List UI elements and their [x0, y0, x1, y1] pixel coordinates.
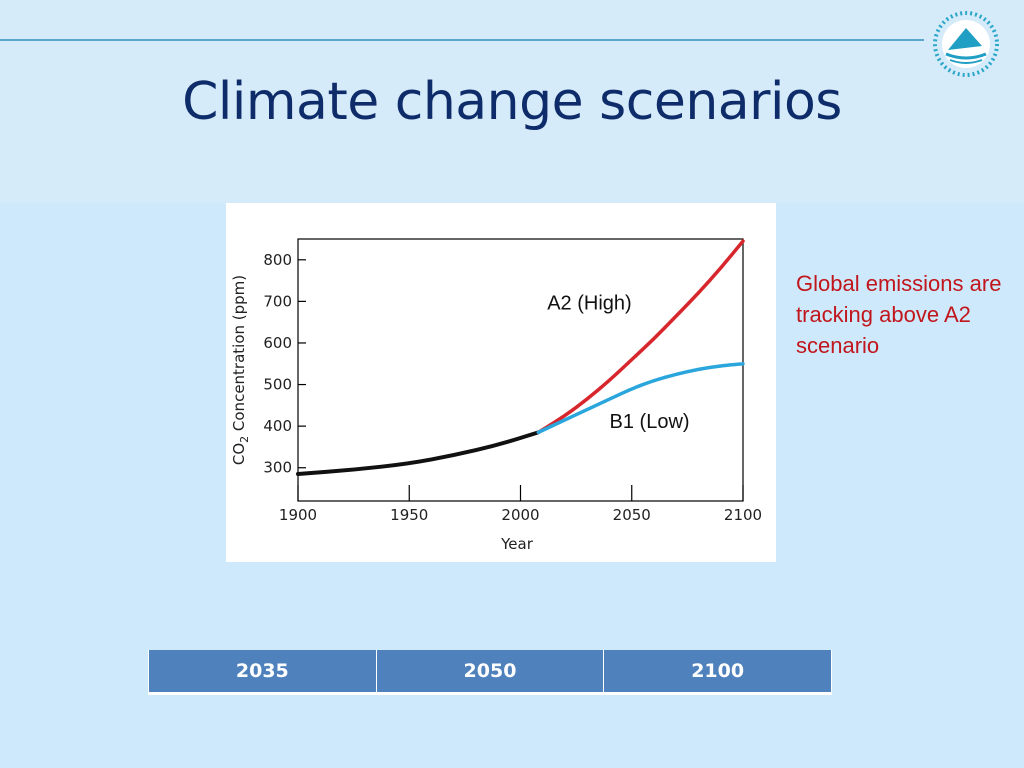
header-divider — [0, 39, 924, 41]
y-tick-label: 300 — [263, 459, 292, 477]
y-tick-label: 700 — [263, 292, 292, 310]
series-line-historical — [296, 430, 541, 476]
table-header-cell: 2050 — [375, 650, 605, 694]
y-tick-label: 400 — [263, 417, 292, 435]
table-header-row: 2035 2050 2100 — [148, 650, 832, 694]
x-axis-title: Year — [500, 535, 534, 553]
series-line-b1 — [536, 362, 745, 435]
slide-header — [0, 0, 1024, 203]
scenario-years-table: 2035 2050 2100 — [148, 650, 832, 695]
emissions-annotation: Global emissions are tracking above A2 s… — [796, 271, 1002, 358]
x-tick-label: 2000 — [501, 506, 539, 524]
series-label-a2: A2 (High) — [547, 293, 631, 315]
page-title: Climate change scenarios — [182, 72, 842, 132]
sailboat-emblem-icon — [933, 11, 999, 77]
x-tick-label: 2100 — [724, 506, 762, 524]
table-header-cell: 2100 — [603, 650, 832, 694]
series-line-a2 — [536, 239, 745, 435]
x-tick-label: 2050 — [613, 506, 651, 524]
series-label-b1: B1 (Low) — [610, 411, 690, 433]
x-tick-label: 1950 — [390, 506, 428, 524]
y-tick-label: 500 — [263, 376, 292, 394]
y-tick-label: 800 — [263, 251, 292, 269]
table-header-cell: 2035 — [148, 650, 377, 694]
x-tick-label: 1900 — [279, 506, 317, 524]
co2-chart-panel: 300 400 500 600 700 800 1900 1950 2000 2050 2100 … — [226, 203, 776, 562]
y-tick-label: 600 — [263, 334, 292, 352]
y-axis-title: CO2 Concentration (ppm) — [230, 275, 251, 465]
plot-frame — [297, 238, 744, 502]
